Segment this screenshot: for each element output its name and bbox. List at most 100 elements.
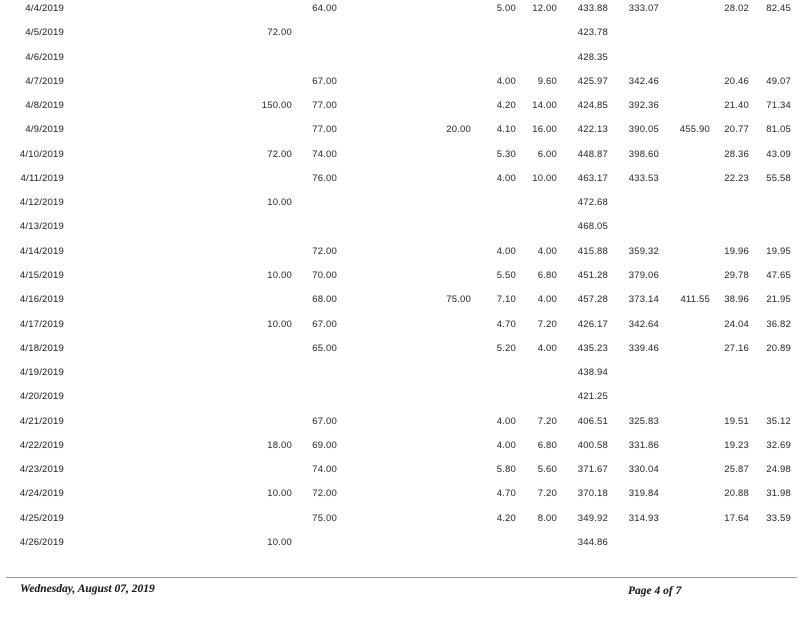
value-cell: 74.00 — [312, 464, 337, 476]
value-cell: 38.96 — [724, 294, 749, 306]
value-cell: 49.07 — [766, 75, 791, 87]
value-cell: 27.16 — [724, 342, 749, 354]
value-cell: 433.88 — [577, 3, 608, 14]
value-cell: 67.00 — [312, 75, 337, 87]
value-cell: 428.35 — [577, 51, 608, 63]
value-cell: 438.94 — [577, 367, 608, 379]
value-cell: 43.09 — [766, 148, 791, 160]
value-cell: 379.06 — [628, 270, 659, 281]
value-cell: 72.00 — [312, 488, 337, 500]
footer-divider — [6, 577, 797, 578]
value-cell: 47.65 — [766, 270, 791, 281]
value-cell: 68.00 — [312, 294, 337, 306]
date-cell: 4/25/2019 — [19, 512, 64, 524]
value-cell: 28.36 — [724, 148, 749, 160]
value-cell: 339.46 — [628, 342, 659, 354]
value-cell: 425.97 — [577, 75, 608, 87]
value-cell: 75.00 — [312, 512, 337, 524]
value-cell: 16.00 — [532, 124, 557, 136]
value-cell: 4.20 — [496, 512, 516, 524]
date-cell: 4/9/2019 — [25, 124, 64, 136]
value-cell: 392.36 — [628, 100, 659, 112]
value-cell: 19.23 — [724, 439, 749, 451]
value-cell: 70.00 — [312, 270, 337, 281]
value-cell: 10.00 — [267, 318, 292, 330]
value-cell: 4.10 — [496, 124, 516, 136]
value-cell: 19.95 — [766, 245, 791, 257]
date-cell: 4/26/2019 — [19, 536, 64, 548]
value-cell: 6.00 — [537, 148, 557, 160]
value-cell: 4.00 — [537, 294, 557, 306]
value-cell: 342.64 — [628, 318, 659, 330]
date-cell: 4/16/2019 — [19, 294, 64, 306]
value-cell: 5.20 — [496, 342, 516, 354]
value-cell: 4.00 — [537, 342, 557, 354]
value-cell: 398.60 — [628, 148, 659, 160]
value-cell: 333.07 — [628, 3, 659, 14]
value-cell: 64.00 — [312, 3, 337, 14]
value-cell: 24.98 — [766, 464, 791, 476]
date-cell: 4/6/2019 — [25, 51, 64, 63]
value-cell: 21.40 — [724, 100, 749, 112]
value-cell: 6.80 — [537, 439, 557, 451]
value-cell: 18.00 — [267, 439, 292, 451]
value-cell: 5.60 — [537, 464, 557, 476]
value-cell: 21.95 — [766, 294, 791, 306]
value-cell: 74.00 — [312, 148, 337, 160]
value-cell: 6.80 — [537, 270, 557, 281]
value-cell: 55.58 — [766, 172, 791, 184]
value-cell: 4.70 — [496, 318, 516, 330]
value-cell: 71.34 — [766, 100, 791, 112]
date-cell: 4/18/2019 — [19, 342, 64, 354]
value-cell: 5.80 — [496, 464, 516, 476]
value-cell: 433.53 — [628, 172, 659, 184]
value-cell: 344.86 — [577, 536, 608, 548]
value-cell: 371.67 — [577, 464, 608, 476]
value-cell: 4.00 — [496, 415, 516, 427]
date-cell: 4/17/2019 — [19, 318, 64, 330]
value-cell: 423.78 — [577, 27, 608, 39]
value-cell: 77.00 — [312, 100, 337, 112]
value-cell: 472.68 — [577, 197, 608, 209]
value-cell: 422.13 — [577, 124, 608, 136]
value-cell: 319.84 — [628, 488, 659, 500]
value-cell: 5.00 — [496, 3, 516, 14]
value-cell: 406.51 — [577, 415, 608, 427]
date-cell: 4/20/2019 — [19, 391, 64, 403]
value-cell: 400.58 — [577, 439, 608, 451]
value-cell: 75.00 — [446, 294, 471, 306]
value-cell: 359.32 — [628, 245, 659, 257]
date-cell: 4/23/2019 — [19, 464, 64, 476]
date-cell: 4/22/2019 — [19, 439, 64, 451]
date-cell: 4/4/2019 — [25, 3, 64, 14]
value-cell: 17.64 — [724, 512, 749, 524]
value-cell: 325.83 — [628, 415, 659, 427]
value-cell: 25.87 — [724, 464, 749, 476]
value-cell: 411.55 — [680, 294, 710, 306]
date-cell: 4/14/2019 — [19, 245, 64, 257]
value-cell: 468.05 — [577, 221, 608, 233]
value-cell: 5.30 — [496, 148, 516, 160]
value-cell: 415.88 — [577, 245, 608, 257]
value-cell: 28.02 — [724, 3, 749, 14]
date-cell: 4/21/2019 — [19, 415, 64, 427]
date-cell: 4/8/2019 — [25, 100, 64, 112]
value-cell: 10.00 — [267, 536, 292, 548]
date-cell: 4/5/2019 — [25, 27, 64, 39]
value-cell: 20.00 — [446, 124, 471, 136]
date-cell: 4/10/2019 — [19, 148, 64, 160]
value-cell: 9.60 — [537, 75, 557, 87]
date-cell: 4/7/2019 — [25, 75, 64, 87]
value-cell: 4.00 — [496, 172, 516, 184]
value-cell: 10.00 — [532, 172, 557, 184]
value-cell: 20.88 — [724, 488, 749, 500]
value-cell: 8.00 — [537, 512, 557, 524]
value-cell: 4.70 — [496, 488, 516, 500]
value-cell: 4.00 — [496, 75, 516, 87]
value-cell: 7.20 — [537, 318, 557, 330]
value-cell: 31.98 — [766, 488, 791, 500]
value-cell: 7.20 — [537, 488, 557, 500]
value-cell: 451.28 — [577, 270, 608, 281]
value-cell: 10.00 — [267, 488, 292, 500]
